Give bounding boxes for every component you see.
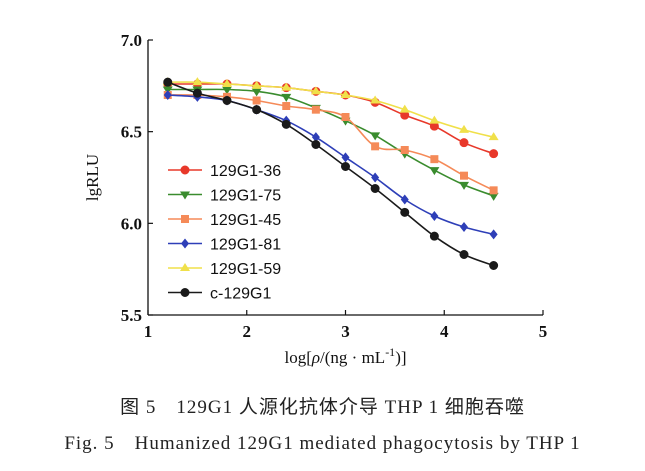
data-point: [399, 104, 410, 113]
data-point: [371, 142, 380, 151]
data-point: [488, 132, 499, 141]
legend-label: 129G1-81: [210, 237, 281, 254]
x-tick-label: 1: [144, 322, 153, 341]
legend-label: 129G1-45: [210, 212, 281, 229]
data-point: [371, 172, 380, 183]
legend-label: 129G1-75: [210, 188, 281, 205]
data-point: [430, 211, 439, 221]
data-point: [282, 102, 291, 110]
data-point: [311, 132, 320, 143]
data-point: [192, 88, 202, 98]
chart: 1 2 3 4 5 5.5 6.0 6.5 7.0 129G1-36 129G1-75 129G1-…: [83, 31, 548, 367]
chart-svg: 1 2 3 4 55.56.06.57.0 129G1-36129G1-75129G1-…: [83, 31, 548, 367]
data-point: [429, 115, 440, 124]
legend: 129G1-36 129G1-75 129G1-45 129G1-81 129G1-59…: [168, 163, 281, 303]
data-point: [281, 82, 292, 91]
legend-entry: 129G1-36: [168, 163, 281, 180]
y-tick-label: 5.5: [121, 306, 142, 325]
x-tick-label: 5: [539, 322, 548, 341]
x-tick-label: 3: [341, 322, 350, 341]
data-point: [430, 155, 439, 164]
series-c-129G1: [163, 77, 499, 270]
legend-marker: [180, 288, 190, 297]
x-tick-label: 4: [440, 322, 449, 341]
data-point: [489, 186, 498, 195]
data-point: [341, 113, 350, 121]
data-point: [252, 105, 262, 115]
legend-label: 129G1-36: [210, 163, 281, 180]
data-point: [340, 90, 351, 98]
figure-caption-chinese: 图 5 129G1 人源化抗体介导 THP 1 细胞吞噬: [120, 397, 525, 418]
series-line: [167, 83, 494, 155]
x-tick-label: 2: [243, 322, 252, 341]
data-point: [459, 181, 469, 190]
data-point: [370, 95, 381, 104]
series-layer: [162, 77, 499, 270]
y-tick-label: 6.5: [121, 123, 142, 142]
data-point: [341, 152, 350, 163]
legend-marker: [181, 238, 189, 249]
y-tick-label: 6.0: [121, 214, 142, 233]
legend-entry: c-129G1: [168, 286, 271, 303]
data-point: [222, 79, 232, 87]
data-point: [310, 86, 321, 95]
series-129G1-75: [162, 86, 499, 201]
data-point: [311, 140, 321, 149]
series-129G1-36: [163, 79, 499, 159]
data-point: [460, 222, 468, 232]
y-axis-label: lgRLU: [83, 154, 102, 201]
legend-entry: 129G1-75: [168, 188, 281, 205]
data-point: [281, 93, 292, 102]
data-point: [311, 105, 320, 114]
data-point: [400, 207, 410, 217]
x-axis-label: log[ρ/(ng · mL-1)]: [284, 345, 406, 367]
legend-entry: 129G1-81: [168, 237, 281, 254]
data-point: [251, 80, 262, 89]
data-point: [251, 88, 262, 97]
data-point: [489, 229, 498, 240]
figure-caption-english: Fig. 5 Humanized 129G1 mediated phagocyt…: [64, 433, 581, 454]
y-tick-label: 7.0: [121, 31, 142, 50]
data-point: [370, 184, 380, 193]
data-point: [489, 261, 499, 270]
data-point: [400, 146, 409, 154]
legend-marker: [180, 165, 190, 175]
data-point: [222, 86, 232, 95]
data-point: [222, 96, 232, 105]
data-point: [459, 124, 469, 133]
data-point: [459, 138, 469, 148]
data-point: [459, 250, 469, 259]
data-point: [400, 194, 409, 205]
legend-label: c-129G1: [210, 286, 271, 303]
axes: 1 2 3 4 5 5.5 6.0 6.5 7.0: [121, 31, 548, 341]
legend-marker: [180, 191, 190, 200]
data-point: [370, 132, 381, 141]
data-point: [192, 77, 203, 86]
data-point: [341, 162, 350, 171]
data-point: [429, 231, 439, 241]
data-point: [163, 77, 173, 87]
data-point: [460, 171, 468, 180]
data-point: [281, 119, 291, 129]
data-point: [429, 167, 440, 176]
legend-label: 129G1-59: [210, 261, 281, 278]
data-point: [252, 96, 261, 105]
legend-marker: [180, 263, 190, 271]
series-line: [167, 81, 494, 138]
legend-entry: 129G1-59: [168, 261, 281, 278]
data-point: [163, 90, 172, 100]
data-point: [488, 192, 499, 201]
legend-entry: 129G1-45: [168, 212, 281, 229]
series-129G1-59: [162, 77, 499, 141]
data-point: [489, 149, 499, 159]
legend-marker: [181, 215, 189, 223]
